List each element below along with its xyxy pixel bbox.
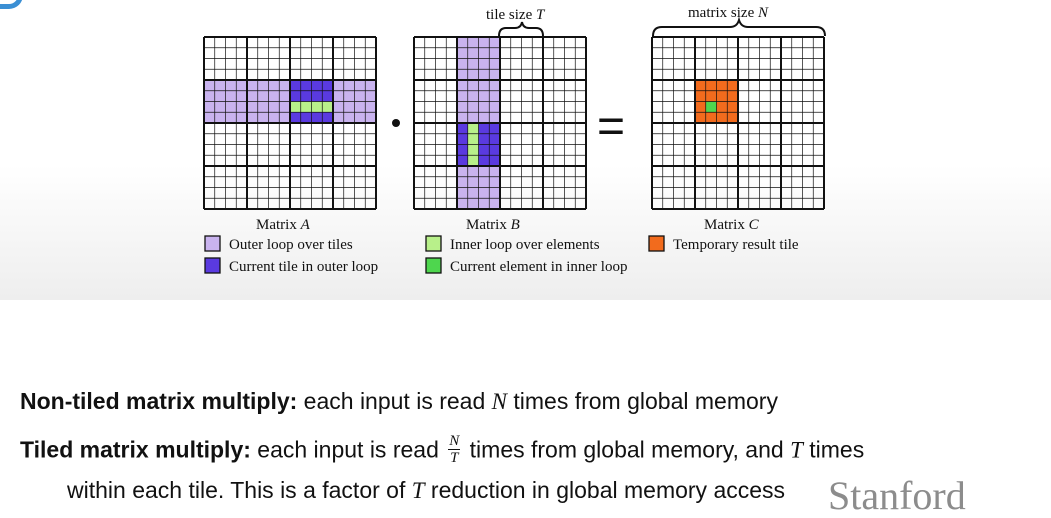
- non-tiled-line: Non-tiled matrix multiply: each input is…: [20, 388, 778, 414]
- legend-label-current-element: Current element in inner loop: [450, 259, 627, 275]
- tiled-line: Tiled matrix multiply: each input is rea…: [20, 433, 865, 466]
- tile-size-label: tile size T: [486, 7, 546, 23]
- current-element: [705, 101, 717, 113]
- tile-size-brace: [498, 21, 544, 37]
- matrix-size-label: matrix size N: [688, 5, 769, 21]
- legend-label-outer-loop: Outer loop over tiles: [229, 237, 353, 253]
- legend-swatch-current-element: [425, 257, 442, 274]
- caption-matrix-a: Matrix A: [256, 217, 311, 233]
- tiled-line-continued: within each tile. This is a factor of T …: [67, 477, 786, 503]
- multiply-dot: [392, 119, 400, 127]
- matrix-a: [203, 36, 377, 210]
- matrix-c: [651, 36, 825, 210]
- legend-label-current-tile: Current tile in outer loop: [229, 259, 378, 275]
- tiled-matrix-diagram: tile size T matrix size N = Matrix A Mat…: [203, 5, 826, 275]
- legend-label-result-tile: Temporary result tile: [673, 237, 799, 253]
- matrix-size-brace: [652, 16, 826, 37]
- legend-label-inner-loop: Inner loop over elements: [450, 237, 600, 253]
- equals-sign: =: [597, 100, 625, 153]
- caption-matrix-b: Matrix B: [466, 217, 520, 233]
- stanford-logo: Stanford: [828, 473, 966, 518]
- tiled-heading: Tiled matrix multiply:: [20, 436, 251, 463]
- legend-swatch-inner-loop: [425, 235, 442, 252]
- non-tiled-heading: Non-tiled matrix multiply:: [20, 388, 298, 414]
- legend: Outer loop over tiles Current tile in ou…: [204, 235, 799, 275]
- slide-background: [0, 0, 1051, 300]
- legend-swatch-outer-loop: [204, 235, 221, 252]
- matrix-b: [413, 36, 587, 210]
- legend-swatch-result-tile: [648, 235, 665, 252]
- caption-matrix-c: Matrix C: [704, 217, 760, 233]
- legend-swatch-current-tile: [204, 257, 221, 274]
